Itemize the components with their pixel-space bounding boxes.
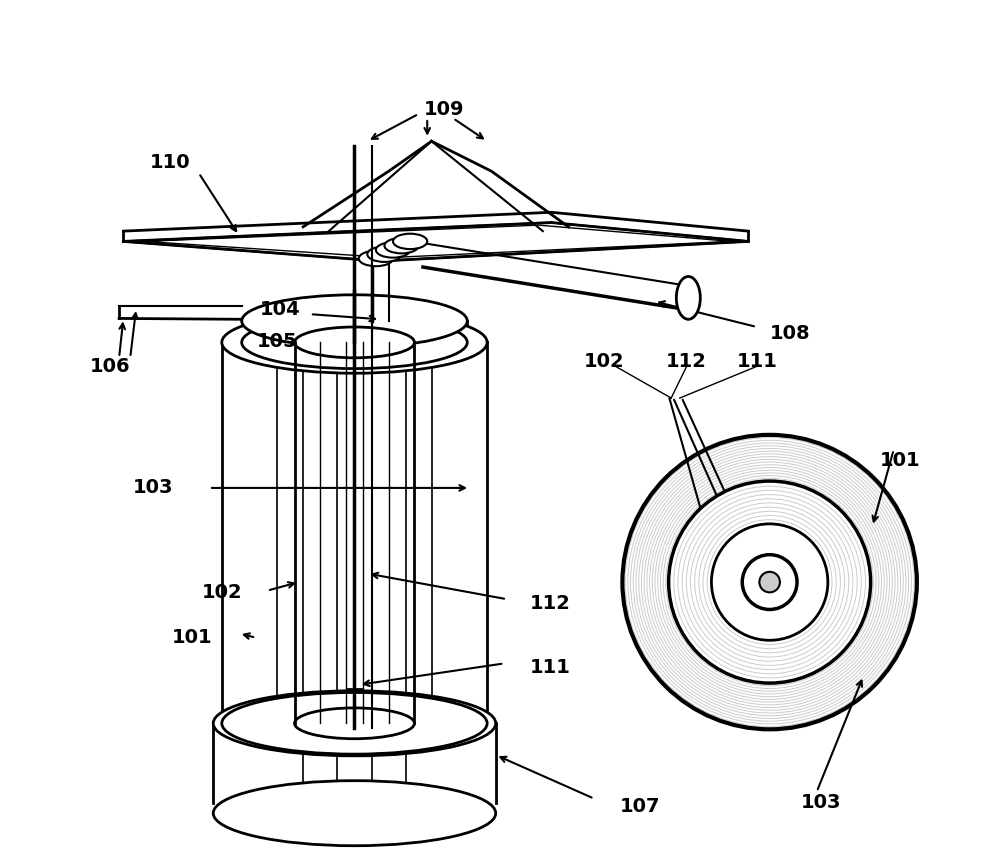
Ellipse shape [384,238,419,253]
Text: 111: 111 [530,658,571,677]
Ellipse shape [367,247,402,262]
Text: 102: 102 [201,583,242,602]
Text: 108: 108 [770,324,810,343]
Ellipse shape [242,316,467,369]
Ellipse shape [222,312,487,373]
Ellipse shape [213,781,496,846]
Text: 101: 101 [880,451,921,470]
Ellipse shape [359,251,393,266]
Text: 101: 101 [172,628,212,647]
Text: 112: 112 [530,594,571,613]
Ellipse shape [393,234,427,249]
Text: 103: 103 [801,793,841,811]
Text: 112: 112 [666,352,707,371]
Ellipse shape [676,276,700,319]
Ellipse shape [620,432,919,732]
Text: 111: 111 [736,352,777,371]
Text: 106: 106 [90,357,131,376]
Ellipse shape [295,327,414,358]
Text: 103: 103 [133,479,174,497]
Ellipse shape [213,691,496,756]
Text: 109: 109 [424,100,465,119]
Text: 102: 102 [584,352,625,371]
Ellipse shape [242,294,467,348]
Text: 104: 104 [260,300,300,319]
Ellipse shape [711,524,828,640]
Ellipse shape [759,572,780,592]
Text: 105: 105 [257,332,298,351]
Ellipse shape [376,242,410,258]
Ellipse shape [295,708,414,739]
Ellipse shape [669,481,871,683]
Ellipse shape [222,693,487,754]
Text: 107: 107 [620,797,660,816]
Text: 110: 110 [150,153,191,172]
Ellipse shape [742,555,797,609]
